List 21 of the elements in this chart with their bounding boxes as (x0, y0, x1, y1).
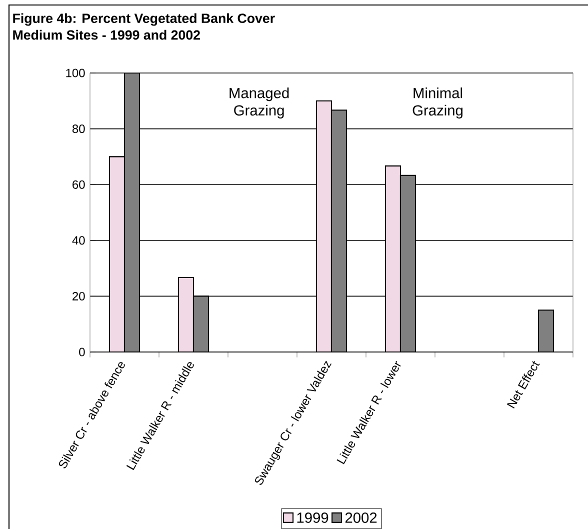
bar (124, 73, 140, 352)
bar (400, 174, 416, 352)
bar (384, 165, 402, 352)
y-tick-label: 100 (66, 68, 85, 78)
y-tick-label: 80 (72, 124, 85, 134)
annotation: Managed Grazing (230, 87, 289, 118)
annotation: Minimal Grazing (412, 87, 462, 118)
y-tick-label: 20 (72, 292, 85, 300)
y-tick-label: 60 (72, 180, 85, 189)
bar (178, 276, 194, 352)
y-tick-label: 40 (72, 236, 85, 245)
y-tick-label: 0 (79, 348, 85, 356)
bar (316, 100, 332, 352)
bar (108, 156, 126, 352)
bar (192, 296, 210, 352)
legend-label: 2002 (345, 512, 377, 523)
bar (538, 310, 554, 352)
legend-label: 1999 (297, 512, 328, 523)
chart-title: Figure 4b: Percent Vegetated Bank Cover (13, 13, 275, 26)
bar (330, 110, 348, 352)
chart-subtitle: Medium Sites - 1999 and 2002 (13, 30, 200, 40)
